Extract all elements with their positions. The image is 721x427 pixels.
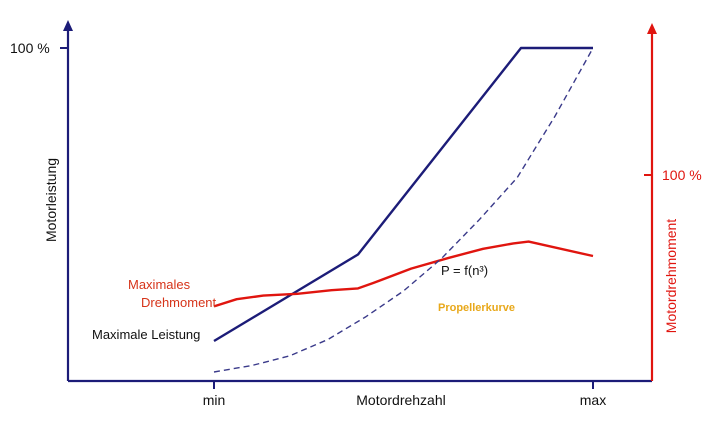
y-axis-right-title: Motordrehmoment [663, 219, 679, 333]
annotation-formula: P = f(n³) [441, 263, 488, 278]
series-line-propellerkurve [213, 47, 594, 373]
annotation-propellerkurve: Propellerkurve [438, 302, 515, 314]
y-tick-left-label: 100 % [10, 40, 50, 56]
y-axis-left-arrow [63, 20, 73, 31]
y-tick-right-label: 100 % [662, 167, 702, 183]
x-tick-label: max [580, 392, 606, 408]
annotation-power: Maximale Leistung [92, 327, 200, 342]
annotation-torque-line2: Drehmoment [141, 295, 217, 310]
x-tick-label: min [203, 392, 226, 408]
series-line-maximales-drehmoment [213, 240, 594, 308]
y-axis-left-title: Motorleistung [43, 158, 59, 242]
annotation-torque-line1: Maximales [128, 277, 191, 292]
series-line-maximale-leistung [213, 46, 593, 343]
y-axis-right-arrow [647, 23, 657, 34]
x-axis-title: Motordrehzahl [356, 392, 446, 408]
